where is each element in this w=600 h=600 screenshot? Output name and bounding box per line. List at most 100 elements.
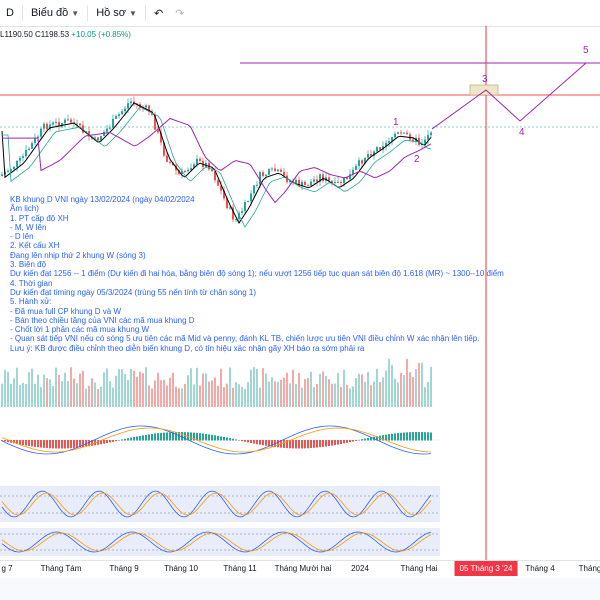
macd-bar xyxy=(370,437,372,441)
chart-type-button[interactable]: Biểu đồ ▼ xyxy=(25,0,85,26)
macd-bar xyxy=(61,440,63,449)
volume-bar xyxy=(211,380,213,407)
candle-body xyxy=(328,177,330,181)
price-chart[interactable] xyxy=(0,26,600,560)
annotation-line: - D lên xyxy=(10,232,34,242)
macd-bar xyxy=(112,440,114,442)
macd-bar xyxy=(349,440,351,443)
macd-bar xyxy=(154,433,156,441)
volume-bar xyxy=(343,369,345,407)
candle-body xyxy=(190,168,192,170)
candle-body xyxy=(112,118,114,128)
volume-bar xyxy=(412,377,414,407)
candle-body xyxy=(70,119,72,123)
volume-bar xyxy=(217,385,219,407)
candle-body xyxy=(163,142,165,156)
volume-bar xyxy=(271,377,273,407)
volume-bar xyxy=(148,385,150,407)
candle-body xyxy=(226,198,228,209)
macd-bar xyxy=(166,432,168,441)
macd-signal-line xyxy=(1,427,432,453)
volume-bar xyxy=(268,381,270,407)
annotation-line: 1. PT cấp độ XH xyxy=(10,213,69,223)
macd-bar xyxy=(190,432,192,441)
macd-bar xyxy=(268,440,270,447)
ma-long-line xyxy=(2,117,432,204)
volume-bar xyxy=(37,374,39,407)
macd-bar xyxy=(70,440,72,449)
macd-bar xyxy=(289,440,291,449)
macd-bar xyxy=(55,440,57,449)
volume-bar xyxy=(178,388,180,407)
annotation-line: KB khung D VNI ngày 13/02/2024 (ngày 04/… xyxy=(10,195,195,204)
candle-body xyxy=(55,121,57,123)
candle-body xyxy=(412,139,414,142)
candle-body xyxy=(241,211,243,213)
macd-bar xyxy=(79,440,81,448)
annotation-line: - M, W lên xyxy=(10,222,47,232)
macd-bar xyxy=(169,432,171,441)
candle-body xyxy=(256,184,258,186)
candle-body xyxy=(427,135,429,140)
candle-body xyxy=(199,158,201,161)
candle-body xyxy=(223,190,225,199)
annotation-line: - Đã mua full CP khung D và W xyxy=(10,306,122,316)
volume-bar xyxy=(235,382,237,407)
candle-body xyxy=(211,169,213,172)
candle-body xyxy=(247,200,249,203)
volume-bar xyxy=(172,372,174,407)
volume-bar xyxy=(43,374,45,407)
volume-bar xyxy=(229,367,231,407)
candle-body xyxy=(400,132,402,134)
ohlc-readout: L1190.50 C1198.53 +10.05 (+0.85%) xyxy=(0,30,131,39)
macd-bar xyxy=(52,440,54,449)
volume-bar xyxy=(52,386,54,407)
candle-body xyxy=(22,156,24,158)
volume-bar xyxy=(379,382,381,407)
volume-bar xyxy=(232,387,234,407)
macd-bar xyxy=(205,433,207,441)
candle-body xyxy=(244,202,246,212)
volume-bar xyxy=(166,385,168,407)
candle-body xyxy=(1,174,3,176)
time-axis-label: 2024 xyxy=(351,564,369,573)
macd-bar xyxy=(337,440,339,445)
candle-body xyxy=(409,134,411,140)
macd-bar xyxy=(220,436,222,441)
redo-button[interactable]: ↷ xyxy=(169,0,190,26)
undo-button[interactable]: ↶ xyxy=(148,0,169,26)
macd-bar xyxy=(298,440,300,449)
candle-body xyxy=(283,171,285,176)
wave-label-5: 5 xyxy=(583,45,589,56)
chevron-down-icon: ▼ xyxy=(129,8,137,18)
candle-body xyxy=(379,147,381,150)
macd-bar xyxy=(19,440,21,445)
volume-bar xyxy=(196,367,198,407)
volume-bar xyxy=(385,370,387,407)
candle-body xyxy=(349,174,351,180)
macd-bar xyxy=(385,434,387,441)
candle-body xyxy=(19,157,21,161)
volume-bar xyxy=(313,387,315,407)
macd-bar xyxy=(13,440,15,444)
volume-bar xyxy=(70,367,72,407)
volume-bar xyxy=(403,375,405,407)
undo-icon: ↶ xyxy=(153,7,164,20)
macd-bar xyxy=(202,433,204,441)
volume-bar xyxy=(22,382,24,407)
profile-button[interactable]: Hồ sơ ▼ xyxy=(90,0,143,26)
timeframe-button[interactable]: D xyxy=(0,0,20,26)
candle-body xyxy=(28,148,30,150)
macd-bar xyxy=(316,440,318,448)
candle-body xyxy=(13,166,15,170)
volume-bar xyxy=(337,373,339,407)
volume-bar xyxy=(295,384,297,407)
candle-body xyxy=(406,132,408,135)
macd-bar xyxy=(211,434,213,441)
volume-bar xyxy=(58,374,60,407)
macd-bar xyxy=(160,432,162,441)
timing-date-badge: 05 Tháng 3 '24 xyxy=(454,561,518,576)
macd-bar xyxy=(88,440,90,447)
volume-bar xyxy=(301,387,303,407)
time-axis[interactable] xyxy=(0,560,600,579)
